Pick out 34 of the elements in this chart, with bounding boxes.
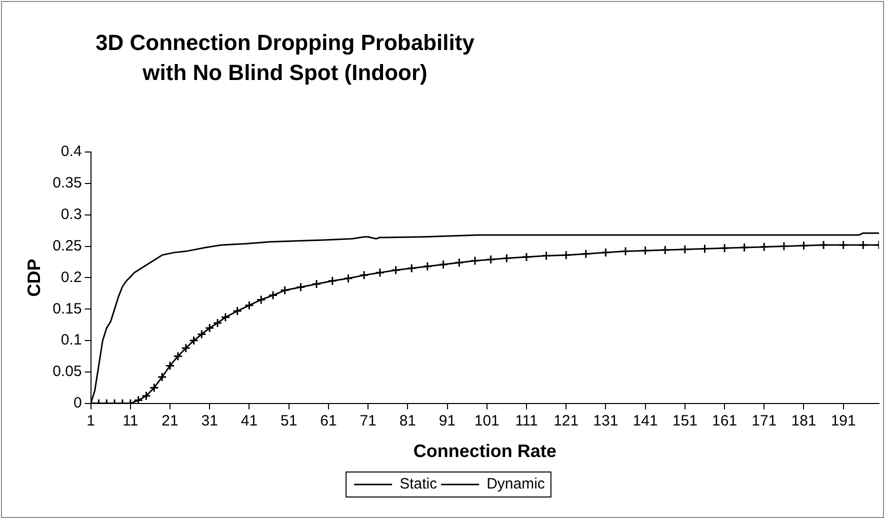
x-tick-label: 81 — [399, 412, 416, 430]
chart-title: 3D Connection Dropping Probability with No Blind Spot (Indoor) — [94, 29, 476, 87]
x-tick-label: 61 — [320, 412, 337, 430]
legend-label: Static — [400, 476, 438, 493]
y-axis-title: CDP — [24, 258, 44, 297]
y-tick-label: 0.3 — [60, 206, 82, 223]
x-tick-label: 51 — [280, 412, 298, 430]
x-tick-label: 1 — [86, 412, 95, 430]
x-tick-label: 171 — [752, 412, 777, 430]
x-tick-label: 101 — [474, 412, 500, 430]
x-tick-label: 91 — [438, 412, 456, 430]
y-tick-label: 0 — [73, 394, 82, 412]
y-tick-label: 0.15 — [52, 300, 82, 318]
x-tick-label: 191 — [830, 412, 856, 430]
x-axis-title: Connection Rate — [413, 441, 556, 462]
y-tick-label: 0.2 — [60, 268, 82, 286]
x-tick-label: 131 — [593, 412, 618, 430]
x-tick-label: 111 — [515, 412, 538, 430]
y-tick-label: 0.25 — [52, 237, 82, 254]
x-tick-label: 41 — [240, 412, 258, 430]
x-tick-label: 121 — [554, 412, 579, 430]
y-tick-label: 0.4 — [60, 143, 82, 160]
x-tick-label: 161 — [712, 412, 738, 430]
legend-label: Dynamic — [486, 476, 546, 493]
x-tick-label: 11 — [122, 412, 138, 430]
x-tick-label: 151 — [672, 412, 698, 430]
x-tick-label: 141 — [632, 412, 658, 430]
x-tick-label: 31 — [201, 412, 218, 430]
x-tick-label: 181 — [791, 412, 816, 430]
y-tick-label: 0.05 — [52, 363, 82, 380]
y-tick-label: 0.35 — [52, 174, 82, 192]
x-tick-label: 21 — [162, 412, 178, 430]
x-tick-label: 71 — [360, 412, 376, 430]
y-tick-label: 0.1 — [60, 332, 82, 349]
